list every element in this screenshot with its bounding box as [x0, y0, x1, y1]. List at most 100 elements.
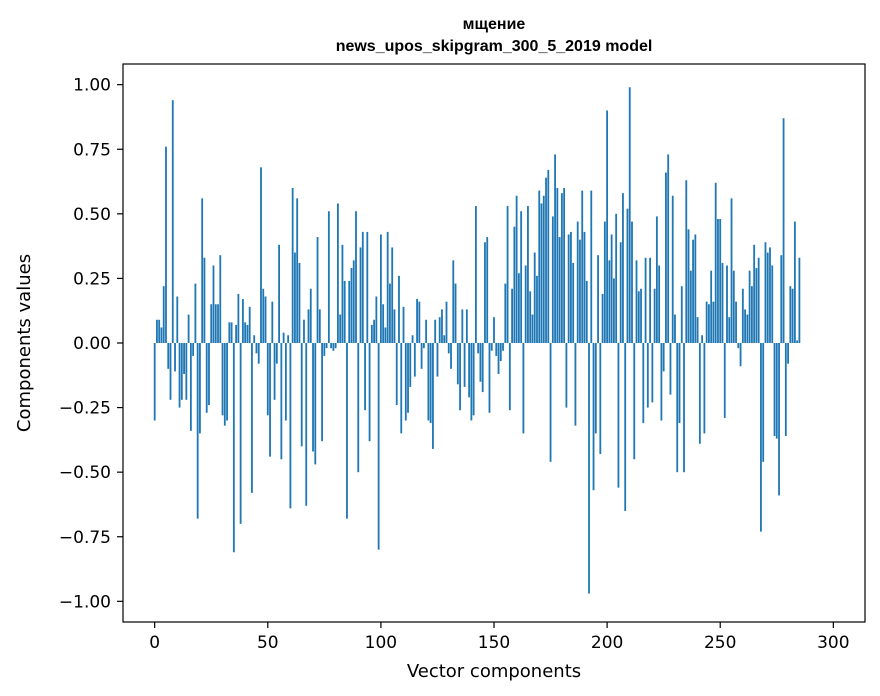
- bar: [760, 343, 762, 532]
- bar: [223, 343, 226, 426]
- bar: [637, 291, 640, 343]
- y-tick-label: 0.75: [73, 140, 111, 160]
- bar: [651, 343, 654, 403]
- bar: [506, 206, 509, 343]
- bar: [217, 304, 219, 343]
- bar: [477, 343, 480, 354]
- bar: [346, 343, 348, 519]
- x-tick-label: 100: [365, 633, 397, 653]
- bar: [608, 260, 611, 343]
- bar: [325, 343, 328, 349]
- bar: [350, 268, 353, 343]
- bar: [341, 244, 344, 343]
- bar: [312, 343, 314, 452]
- bar: [389, 283, 391, 343]
- bar: [665, 172, 667, 343]
- bar: [153, 343, 156, 421]
- bar: [282, 332, 285, 343]
- y-tick-label: −1.00: [59, 592, 111, 612]
- bar: [470, 343, 473, 421]
- bar: [174, 343, 176, 372]
- bar: [590, 190, 593, 343]
- bar: [434, 319, 437, 343]
- bar: [183, 343, 185, 374]
- bar: [160, 327, 163, 343]
- bar: [484, 242, 486, 343]
- bar: [717, 219, 719, 343]
- bar: [764, 242, 767, 343]
- bar: [452, 260, 455, 343]
- bar: [323, 343, 326, 356]
- y-tick-label: 0.00: [73, 334, 111, 354]
- bar: [364, 343, 366, 411]
- bar: [271, 301, 274, 343]
- bar: [221, 343, 224, 416]
- bar: [486, 237, 489, 343]
- bar: [251, 343, 253, 493]
- bar: [741, 288, 744, 343]
- bar: [368, 343, 371, 442]
- bar: [450, 343, 452, 369]
- bar: [456, 343, 459, 385]
- bar: [343, 281, 346, 343]
- bar: [284, 343, 287, 421]
- bar: [253, 335, 256, 343]
- bar: [748, 270, 751, 343]
- bar: [248, 306, 251, 343]
- bar: [436, 343, 439, 377]
- bar: [226, 343, 228, 421]
- bar: [475, 206, 477, 343]
- y-tick-label: 0.50: [73, 205, 111, 225]
- x-tick-label: 150: [478, 633, 510, 653]
- bar: [524, 265, 527, 343]
- bar: [264, 296, 267, 343]
- bar: [583, 231, 586, 343]
- bar: [558, 237, 561, 343]
- bar: [479, 343, 482, 382]
- bar: [165, 146, 167, 343]
- bar: [232, 343, 235, 553]
- bar: [463, 343, 466, 387]
- bar: [348, 281, 351, 343]
- bar: [626, 208, 629, 343]
- x-tick-label: 300: [817, 633, 849, 653]
- bar: [671, 195, 674, 343]
- bar: [214, 304, 217, 343]
- bar: [391, 247, 394, 343]
- bar: [228, 322, 231, 343]
- bar: [735, 301, 737, 343]
- bar: [619, 242, 622, 343]
- bar: [327, 211, 330, 343]
- y-tick-label: 0.25: [73, 269, 111, 289]
- y-tick-label: −0.75: [59, 528, 111, 548]
- bar: [393, 309, 396, 343]
- bar: [318, 309, 321, 343]
- y-tick-label: −0.25: [59, 399, 111, 419]
- bar: [158, 319, 161, 343]
- bar: [536, 275, 538, 343]
- bar: [278, 244, 280, 343]
- bar: [355, 211, 357, 343]
- bar: [241, 299, 244, 343]
- bar: [169, 343, 172, 400]
- bar: [513, 226, 516, 343]
- bar: [606, 110, 609, 343]
- bar: [357, 343, 360, 473]
- bar: [257, 343, 260, 364]
- bar: [400, 343, 403, 434]
- bar: [721, 262, 724, 343]
- bar: [445, 301, 448, 343]
- chart-title: мщение: [463, 16, 526, 33]
- bar: [239, 343, 242, 524]
- bar: [775, 343, 778, 439]
- bar: [631, 221, 633, 343]
- bar: [683, 343, 685, 473]
- bar: [375, 296, 378, 343]
- bar: [730, 198, 733, 343]
- bar: [778, 343, 780, 496]
- bar: [687, 229, 690, 343]
- bar: [782, 118, 785, 343]
- bar: [379, 234, 382, 343]
- x-tick-label: 200: [591, 633, 623, 653]
- bar: [280, 343, 283, 460]
